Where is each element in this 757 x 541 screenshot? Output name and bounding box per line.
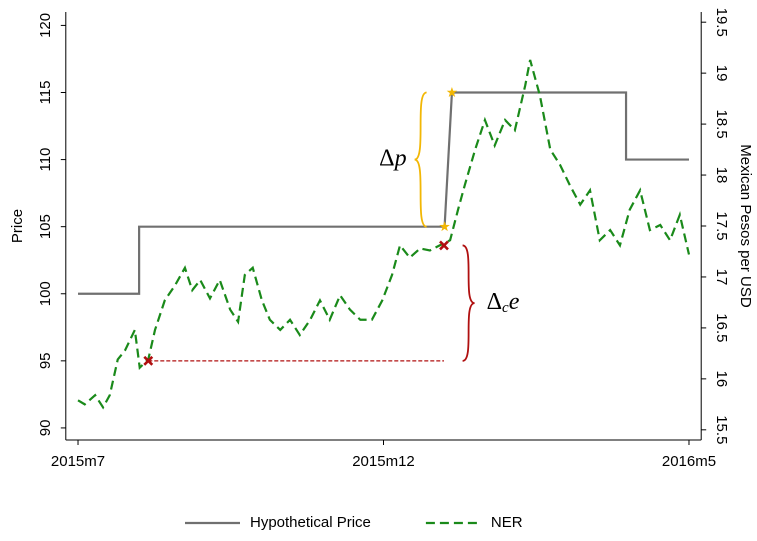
annotation-tail: e — [509, 289, 520, 315]
y-axis-title: Price — [9, 209, 26, 243]
annotation-tail: p — [393, 145, 407, 171]
y-tick-label: 105 — [37, 214, 54, 239]
y2-tick-label: 18.5 — [713, 109, 730, 138]
y2-tick-label: 18 — [713, 167, 730, 184]
y-tick-label: 95 — [37, 352, 54, 369]
annotation-base: Δ — [487, 289, 502, 315]
y2-tick-label: 16.5 — [713, 313, 730, 342]
x-tick-label: 2015m12 — [352, 453, 415, 470]
brace — [462, 244, 475, 362]
series-line — [77, 59, 691, 410]
marker-x — [439, 240, 449, 251]
y-tick-label: 120 — [37, 13, 54, 38]
y-tick-label: 100 — [37, 281, 54, 306]
annotation-base: Δ — [379, 145, 394, 171]
y2-tick-label: 17.5 — [713, 211, 730, 240]
series-line — [78, 91, 689, 295]
y2-tick-label: 19.5 — [713, 8, 730, 37]
y-tick-label: 90 — [37, 420, 54, 437]
x-tick-label: 2016m5 — [662, 453, 716, 470]
legend-label: Hypothetical Price — [250, 514, 371, 531]
y2-tick-label: 16 — [713, 371, 730, 388]
marker-star — [446, 87, 458, 97]
y2-tick-label: 15.5 — [713, 415, 730, 444]
y-tick-label: 115 — [37, 81, 54, 105]
annotation-sub: c — [502, 301, 509, 317]
marker-star — [439, 221, 450, 232]
y2-axis-title: Mexican Pesos per USD — [737, 144, 754, 308]
brace — [414, 91, 428, 228]
x-tick-label: 2015m7 — [51, 453, 105, 470]
y2-tick-label: 19 — [713, 65, 730, 82]
annotation: Δce — [487, 289, 520, 317]
y2-tick-label: 17 — [713, 269, 730, 286]
legend-label: NER — [491, 514, 523, 531]
annotation: Δp — [379, 145, 406, 171]
y-tick-label: 110 — [37, 148, 54, 172]
marker-x — [143, 355, 154, 366]
